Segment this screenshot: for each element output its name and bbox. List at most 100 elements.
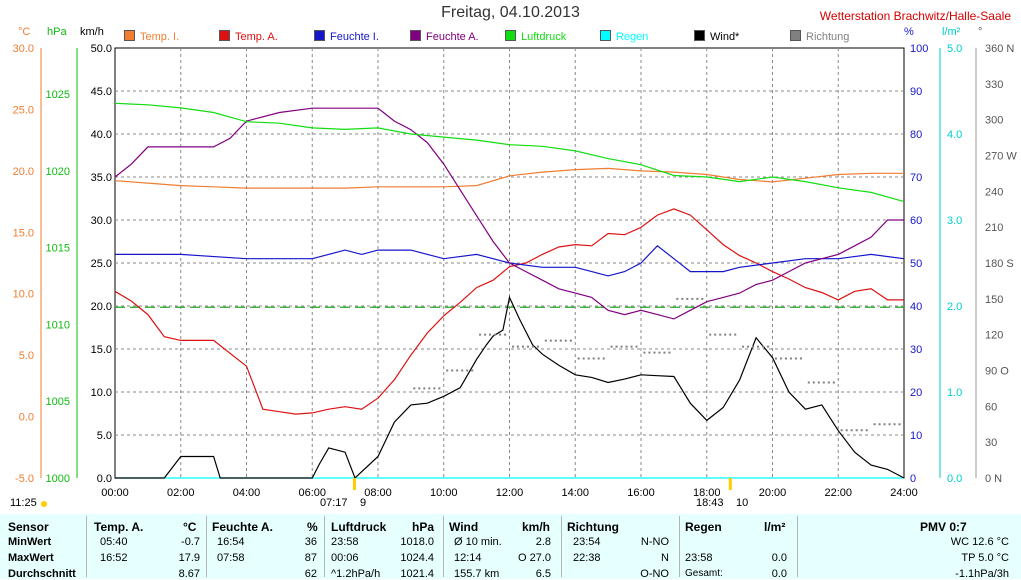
direction-axis-tick: 270 W <box>985 151 1017 163</box>
stats-cell-temp: 17.9 <box>178 552 200 564</box>
direction-axis-tick: 240 <box>985 186 1003 198</box>
legend-swatch <box>314 30 325 41</box>
stats-cell-wind-a: 155.7 km <box>454 568 500 580</box>
stats-cell-feuchte-time: 07:58 <box>217 552 245 564</box>
rain-axis-tick: 1.0 <box>947 387 962 399</box>
legend-swatch <box>694 30 705 41</box>
legend-swatch <box>600 30 611 41</box>
x-tick-label: 00:00 <box>101 487 129 499</box>
pressure-axis-tick: 1015 <box>46 243 70 255</box>
legend-label: Wind* <box>710 31 740 43</box>
temp-axis-tick: -5.0 <box>15 473 34 485</box>
stats-header-feuchte: Feuchte A. <box>212 520 273 534</box>
pressure-axis-tick: 1000 <box>46 473 70 485</box>
axis-ticks: 00:00 02:00 04:00 06:00 08:00 10:00 12:00 14:00… <box>13 43 1018 499</box>
percent-axis-tick: 90 <box>910 86 922 98</box>
sunset-value: 10 <box>736 497 749 509</box>
rain-axis-tick: 5.0 <box>947 43 962 55</box>
stats-cell-druck: 1018.0 <box>400 536 434 548</box>
series-line-temp-i <box>114 167 904 189</box>
legend-swatch <box>505 30 516 41</box>
direction-axis-tick: 150 <box>985 294 1003 306</box>
wind-axis-tick: 20.0 <box>91 301 112 313</box>
stats-cell-richtung-time: 22:38 <box>573 552 601 564</box>
stats-cell-temp-time: 16:52 <box>100 552 128 564</box>
stats-cell-extra: WC 12.6 °C <box>950 536 1009 548</box>
temp-axis-tick: 20.0 <box>13 166 34 178</box>
x-tick-label: 02:00 <box>167 487 195 499</box>
temp-axis-tick: 10.0 <box>13 289 34 301</box>
stats-cell-druck-time: 23:58 <box>331 536 359 548</box>
pressure-axis-tick: 1005 <box>46 396 70 408</box>
x-tick-label: 08:00 <box>364 487 392 499</box>
direction-axis-tick: 120 <box>985 330 1003 342</box>
temp-axis-tick: 25.0 <box>13 104 34 116</box>
percent-axis-tick: 70 <box>910 172 922 184</box>
legend-swatch <box>124 30 135 41</box>
stats-cell-wind-b: 6.5 <box>535 568 551 580</box>
stats-cell-regen-time: Gesamt: <box>685 568 723 579</box>
stats-cell-label: MinWert <box>8 536 52 548</box>
temp-axis-tick: 30.0 <box>13 43 34 55</box>
wind-unit-label: km/h <box>80 26 104 38</box>
direction-unit-label: ° <box>978 26 983 38</box>
station-name: Wetterstation Brachwitz/Halle-Saale <box>819 9 1011 23</box>
stats-cell-wind-b: 2.8 <box>535 536 551 548</box>
percent-axis-tick: 60 <box>910 215 922 227</box>
stats-cell-feuchte: 62 <box>304 568 317 580</box>
direction-axis-tick: 330 <box>985 79 1003 91</box>
pressure-axis-tick: 1010 <box>46 319 70 331</box>
wind-axis-tick: 45.0 <box>91 86 112 98</box>
legend-label: Regen <box>616 31 649 43</box>
percent-axis-tick: 30 <box>910 344 922 356</box>
stats-cell-regen: 0.0 <box>771 568 787 580</box>
legend-item: Richtung <box>790 30 849 43</box>
wind-axis-tick: 30.0 <box>91 215 112 227</box>
legend-item: Regen <box>600 30 648 43</box>
legend-item: Feuchte I. <box>314 30 379 43</box>
stats-cell-druck-time: 00:06 <box>331 552 359 564</box>
stats-cell-label: MaxWert <box>8 552 54 564</box>
chart-series <box>114 102 905 480</box>
sunrise-marker <box>352 478 356 490</box>
stats-cell-wind-b: O 27.0 <box>517 552 551 564</box>
stats-header-feuchte-unit: % <box>307 520 318 534</box>
stats-cell-druck-time: ^1.2hPa/h <box>331 568 381 580</box>
legend-item: Wind* <box>694 30 739 43</box>
wind-axis-tick: 0.0 <box>97 473 112 485</box>
stats-header-druck-unit: hPa <box>412 520 435 534</box>
stats-cell-feuchte: 36 <box>304 536 317 548</box>
percent-axis-tick: 20 <box>910 387 922 399</box>
pressure-unit-label: hPa <box>47 26 67 38</box>
stats-cell-richtung-time: 23:54 <box>573 536 601 548</box>
legend-item: Feuchte A. <box>410 30 479 43</box>
x-tick-label: 14:00 <box>561 487 589 499</box>
stats-header-druck: Luftdruck <box>331 520 387 534</box>
legend-item: Luftdruck <box>505 30 566 43</box>
rain-axis-tick: 2.0 <box>947 301 962 313</box>
left-time-dot <box>41 501 47 507</box>
wind-axis-tick: 40.0 <box>91 129 112 141</box>
temp-axis-tick: 0.0 <box>19 412 34 424</box>
stats-cell-richtung: O-NO <box>640 568 669 580</box>
x-tick-label: 12:00 <box>496 487 524 499</box>
direction-axis-tick: 0 N <box>985 473 1002 485</box>
stats-cell-label: Durchschnitt <box>8 568 76 580</box>
stats-panel: Sensor Temp. A. °C Feuchte A. % Luftdruc… <box>0 514 1021 580</box>
stats-header-temp: Temp. A. <box>94 520 144 534</box>
stats-cell-wind-a: 12:14 <box>454 552 482 564</box>
stats-cell-extra: TP 5.0 °C <box>961 552 1009 564</box>
rain-axis-tick: 3.0 <box>947 215 962 227</box>
stats-cell-feuchte: 87 <box>304 552 317 564</box>
direction-axis-tick: 60 <box>985 401 997 413</box>
stats-cell-temp: -0.7 <box>181 536 200 548</box>
sun-markers <box>41 478 732 507</box>
series-line-feuchte-a <box>114 107 904 320</box>
direction-axis-tick: 30 <box>985 437 997 449</box>
left-time-label: 11:25 <box>10 497 37 509</box>
series-line-temp-a <box>114 208 904 415</box>
temp-axis-tick: 15.0 <box>13 227 34 239</box>
percent-axis-tick: 10 <box>910 430 922 442</box>
series-line-wind <box>115 295 905 480</box>
stats-cell-extra: -1.1hPa/3h <box>955 568 1009 580</box>
